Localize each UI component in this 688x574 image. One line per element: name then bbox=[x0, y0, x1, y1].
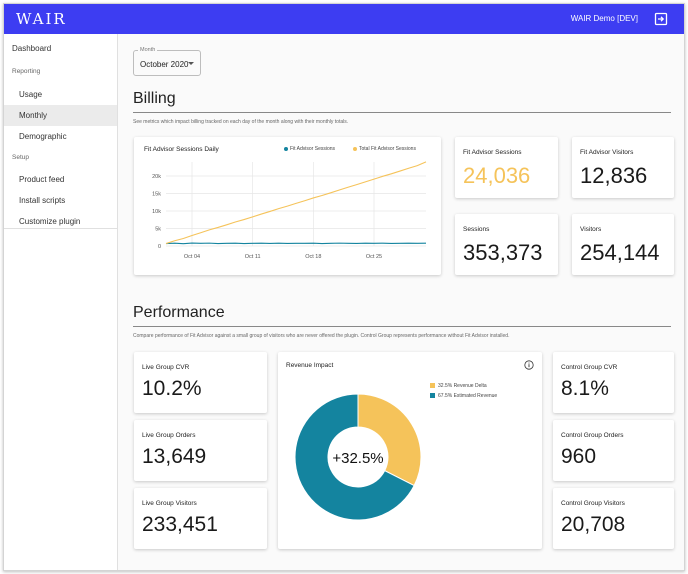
y-tick-label: 0 bbox=[158, 244, 161, 250]
y-tick-label: 10k bbox=[152, 209, 161, 215]
live-group-cvr-card: Live Group CVR 10.2% bbox=[134, 352, 267, 413]
info-icon[interactable] bbox=[524, 360, 534, 370]
legend-fit-advisor-sessions: Fit Advisor Sessions bbox=[284, 146, 335, 152]
legend-label: Fit Advisor Sessions bbox=[290, 146, 336, 152]
control-group-cvr-card: Control Group CVR 8.1% bbox=[553, 352, 674, 413]
card-value: 10.2% bbox=[142, 377, 202, 400]
account-name[interactable]: WAIR Demo [DEV] bbox=[570, 14, 638, 23]
legend-total-sessions: Total Fit Advisor Sessions bbox=[353, 146, 416, 152]
legend-dot-icon bbox=[284, 146, 288, 151]
sessions-chart-card: Fit Advisor Sessions Daily Fit Advisor S… bbox=[134, 137, 441, 275]
live-group-visitors-card: Live Group Visitors 233,451 bbox=[134, 488, 267, 549]
top-app-bar: WAIR WAIR Demo [DEV] bbox=[4, 4, 684, 34]
card-label: Fit Advisor Sessions bbox=[463, 149, 522, 156]
month-select[interactable]: Month October 2020 bbox=[133, 47, 201, 76]
fit-advisor-sessions-card: Fit Advisor Sessions 24,036 bbox=[455, 137, 558, 198]
sidebar-divider bbox=[4, 228, 117, 229]
card-label: Live Group Orders bbox=[142, 432, 196, 439]
legend-label: Total Fit Advisor Sessions bbox=[359, 146, 416, 152]
legend-swatch-icon bbox=[430, 393, 435, 399]
sidebar-item-install-scripts[interactable]: Install scripts bbox=[19, 196, 66, 205]
x-tick-label: Oct 18 bbox=[305, 254, 321, 260]
sidebar-item-monthly[interactable]: Monthly bbox=[4, 105, 117, 126]
line-chart: 0 5k 10k 15k 20k Oct 04 Oct 11 Oct 18 Oct 25 bbox=[152, 161, 427, 260]
sidebar-heading-reporting: Reporting bbox=[12, 68, 41, 75]
card-value: 353,373 bbox=[463, 240, 543, 265]
month-select-value: October 2020 bbox=[140, 60, 189, 69]
app-window: WAIR WAIR Demo [DEV] Dashboard Reporting… bbox=[3, 3, 685, 571]
x-tick-label: Oct 04 bbox=[184, 254, 200, 260]
sidebar-item-usage[interactable]: Usage bbox=[19, 90, 43, 99]
x-tick-label: Oct 11 bbox=[245, 254, 261, 260]
sidebar-item-demographic[interactable]: Demographic bbox=[19, 132, 67, 141]
card-label: Control Group Visitors bbox=[561, 500, 625, 507]
legend-estimated-revenue: 67.5% Estimated Revenue bbox=[430, 393, 497, 399]
card-value: 20,708 bbox=[561, 513, 626, 536]
sidebar: Dashboard Reporting Usage Monthly Demogr… bbox=[4, 34, 118, 570]
card-value: 254,144 bbox=[580, 240, 660, 265]
control-group-visitors-card: Control Group Visitors 20,708 bbox=[553, 488, 674, 549]
legend-label: 67.5% Estimated Revenue bbox=[438, 393, 498, 399]
card-value: 12,836 bbox=[580, 163, 648, 188]
card-label: Revenue Impact bbox=[286, 362, 334, 369]
live-group-orders-card: Live Group Orders 13,649 bbox=[134, 420, 267, 481]
control-group-orders-card: Control Group Orders 960 bbox=[553, 420, 674, 481]
donut-slice bbox=[357, 393, 422, 487]
series-line bbox=[165, 161, 427, 245]
card-value: 8.1% bbox=[561, 377, 609, 400]
card-value: 24,036 bbox=[463, 163, 531, 188]
chart-title: Fit Advisor Sessions Daily bbox=[144, 146, 219, 153]
y-tick-label: 5k bbox=[155, 227, 161, 233]
legend-label: 32.5% Revenue Delta bbox=[438, 383, 487, 389]
legend-swatch-icon bbox=[430, 383, 435, 389]
main-content: Month October 2020 Billing See metrics w… bbox=[119, 34, 684, 570]
visitors-card: Visitors 254,144 bbox=[572, 214, 674, 275]
card-value: 960 bbox=[561, 445, 597, 468]
wair-logo[interactable]: WAIR bbox=[16, 10, 67, 28]
card-label: Live Group CVR bbox=[142, 364, 190, 371]
y-tick-label: 20k bbox=[152, 174, 161, 180]
card-label: Visitors bbox=[580, 226, 602, 233]
dropdown-arrow-icon[interactable] bbox=[188, 62, 194, 65]
card-label: Fit Advisor Visitors bbox=[580, 149, 634, 156]
card-label: Control Group CVR bbox=[561, 364, 618, 371]
month-select-label: Month bbox=[138, 47, 158, 53]
sidebar-heading-setup: Setup bbox=[12, 154, 29, 161]
fit-advisor-visitors-card: Fit Advisor Visitors 12,836 bbox=[572, 137, 674, 198]
revenue-impact-card: Revenue Impact 32.5% Revenue Delta 67.5%… bbox=[278, 352, 542, 549]
card-label: Live Group Visitors bbox=[142, 500, 197, 507]
card-value: 233,451 bbox=[142, 513, 218, 536]
performance-description: Compare performance of Fit Advisor again… bbox=[133, 333, 510, 339]
legend-revenue-delta: 32.5% Revenue Delta bbox=[430, 383, 487, 389]
performance-divider bbox=[133, 326, 671, 327]
donut-chart: +32.5% bbox=[294, 393, 422, 521]
legend-dot-icon bbox=[353, 146, 357, 151]
billing-divider bbox=[133, 112, 671, 113]
sidebar-item-product-feed[interactable]: Product feed bbox=[19, 175, 65, 184]
billing-title: Billing bbox=[133, 90, 176, 107]
donut-center-label: +32.5% bbox=[332, 450, 383, 467]
sessions-card: Sessions 353,373 bbox=[455, 214, 558, 275]
card-value: 13,649 bbox=[142, 445, 207, 468]
logout-icon[interactable] bbox=[654, 12, 668, 26]
performance-title: Performance bbox=[133, 304, 225, 321]
donut-slice bbox=[294, 393, 415, 521]
card-label: Sessions bbox=[463, 226, 490, 233]
card-label: Control Group Orders bbox=[561, 432, 624, 439]
series-line bbox=[165, 242, 427, 245]
billing-description: See metrics which impact billing tracked… bbox=[133, 119, 349, 125]
sidebar-item-customize-plugin[interactable]: Customize plugin bbox=[19, 217, 81, 226]
y-tick-label: 15k bbox=[152, 192, 161, 198]
sidebar-item-dashboard[interactable]: Dashboard bbox=[12, 44, 52, 53]
x-tick-label: Oct 25 bbox=[366, 254, 382, 260]
